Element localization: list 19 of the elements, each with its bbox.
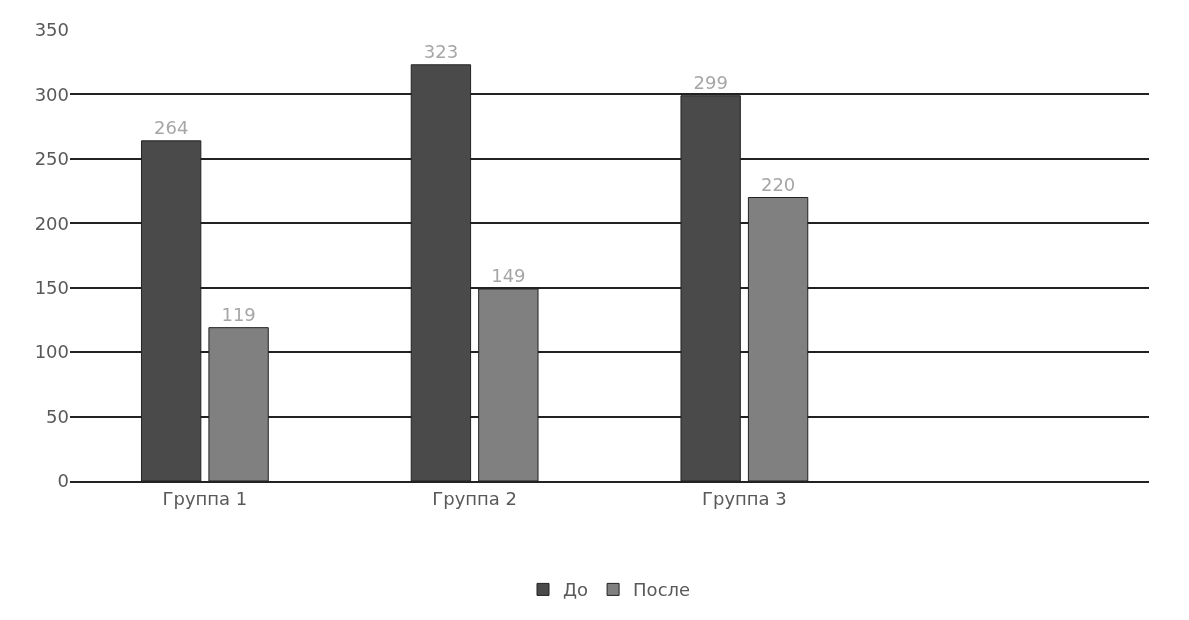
y-tick-label: 50 <box>46 405 69 427</box>
y-tick-label: 250 <box>34 148 69 170</box>
legend-label: До <box>563 579 589 601</box>
y-tick-label: 350 <box>34 19 69 41</box>
data-label: 264 <box>153 116 189 138</box>
data-label: 299 <box>693 71 728 93</box>
x-tick-label: Группа 1 <box>162 487 248 509</box>
y-tick-label: 200 <box>34 212 69 234</box>
data-label: 220 <box>760 173 796 195</box>
y-tick-label: 0 <box>57 470 69 492</box>
y-tick-label: 100 <box>34 341 69 363</box>
y-tick-label: 300 <box>34 83 69 105</box>
data-label: 119 <box>221 303 256 325</box>
data-label: 323 <box>423 40 459 62</box>
x-tick-label: Группа 3 <box>701 487 787 509</box>
x-tick-label: Группа 2 <box>432 487 518 509</box>
y-tick-label: 150 <box>34 277 69 299</box>
data-label: 149 <box>491 265 526 286</box>
legend-label: После <box>633 579 691 601</box>
